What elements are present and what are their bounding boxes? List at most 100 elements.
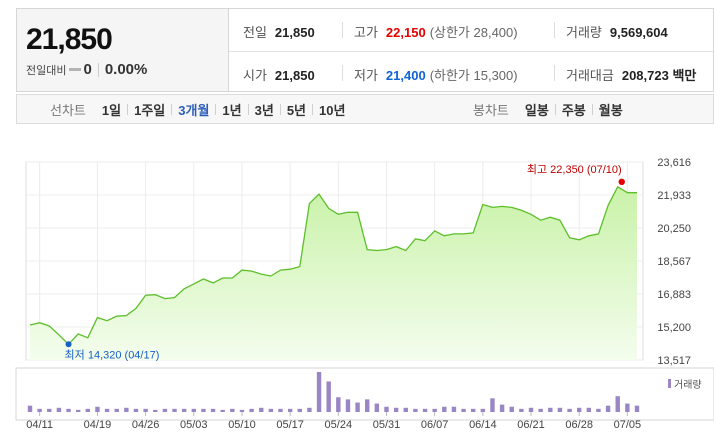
volume-bar xyxy=(201,408,206,412)
x-tick-label: 04/11 xyxy=(26,419,53,431)
divider xyxy=(554,103,556,115)
volume-legend: 거래량 xyxy=(668,376,702,391)
volume-bar xyxy=(557,407,563,412)
high-marker xyxy=(618,178,625,186)
y-tick-label: 15,200 xyxy=(657,322,691,334)
volume-bar xyxy=(345,399,351,412)
volume-bar xyxy=(576,407,582,412)
period-1w[interactable]: 1주일 xyxy=(134,102,166,118)
low-marker xyxy=(65,341,72,348)
y-axis: 23,616 21,933 20,250 18,567 16,883 15,200 13,5… xyxy=(657,157,691,367)
day-high: 고가 22,150 (상한가 28,400) xyxy=(354,22,518,41)
volume-bar xyxy=(509,406,514,412)
stock-summary: 21,850 전일대비 0 0.00% 전일 21,850 고가 22,150 (상한… xyxy=(16,8,714,92)
x-tick-label: 06/14 xyxy=(469,419,497,431)
divider xyxy=(215,103,217,115)
candle-monthly[interactable]: 월봉 xyxy=(598,102,623,118)
volume-bar xyxy=(124,407,129,412)
divider xyxy=(554,65,555,81)
volume-bar xyxy=(355,402,360,412)
volume-bar xyxy=(181,408,187,412)
volume-bar xyxy=(634,405,640,412)
divider xyxy=(342,65,343,81)
price-box: 21,850 전일대비 0 0.00% xyxy=(17,9,229,91)
volume-bar xyxy=(615,396,620,412)
volume-bar xyxy=(567,408,572,412)
candle-weekly[interactable]: 주봉 xyxy=(561,102,586,118)
candle-chart-group: 봉차트 일봉 주봉 월봉 xyxy=(473,100,629,119)
upper-limit: (상한가 28,400) xyxy=(429,25,518,40)
volume-bar xyxy=(210,408,216,412)
divider xyxy=(97,62,99,77)
volume-bar xyxy=(85,408,91,412)
current-price: 21,850 xyxy=(26,23,113,56)
candle-daily[interactable]: 일봉 xyxy=(524,102,549,118)
volume-bar xyxy=(191,408,196,412)
price-area xyxy=(30,186,637,360)
volume-bar xyxy=(104,408,110,412)
volume-bar xyxy=(499,404,505,412)
volume-bar xyxy=(287,408,293,412)
divider xyxy=(247,103,249,115)
x-axis: 04/11 04/19 04/26 05/03 05/10 05/17 05/24 05/31… xyxy=(26,412,641,431)
volume-bar xyxy=(75,409,81,412)
volume-bar xyxy=(490,398,495,412)
low-label: 저가 xyxy=(354,68,378,83)
volume-bar xyxy=(442,406,447,412)
amount-value: 208,723 백만 xyxy=(621,68,697,83)
day-low: 저가 21,400 (하한가 15,300) xyxy=(354,65,518,84)
prev-close: 전일 21,850 xyxy=(243,22,315,41)
x-tick-label: 06/07 xyxy=(421,419,449,431)
x-tick-label: 06/28 xyxy=(565,419,593,431)
volume-bar xyxy=(480,408,486,412)
volume-bar xyxy=(413,408,418,412)
prev-close-label: 전일 xyxy=(243,25,267,40)
volume-bar xyxy=(133,408,139,412)
volume-bar xyxy=(143,408,148,412)
chart-toolbar: 선차트 1일 1주일 3개월 1년 3년 5년 10년 봉차트 일봉 주봉 월봉 xyxy=(16,94,714,124)
price-line xyxy=(29,185,637,346)
period-1y[interactable]: 1년 xyxy=(222,102,242,118)
volume-value: 9,569,604 xyxy=(609,25,668,40)
divider xyxy=(312,103,314,115)
volume-bars xyxy=(27,372,640,412)
volume-bar xyxy=(586,407,592,412)
x-tick-label: 05/03 xyxy=(180,419,208,431)
volume-bar xyxy=(259,407,264,412)
candle-chart-label: 봉차트 xyxy=(473,102,509,118)
volume-bar xyxy=(66,408,71,412)
annotations: 최고 22,350 (07/10) 최저 14,320 (04/17) xyxy=(65,163,625,361)
volume-bar xyxy=(114,408,119,412)
period-5y[interactable]: 5년 xyxy=(286,102,307,118)
x-tick-label: 05/24 xyxy=(325,419,353,431)
period-3m[interactable]: 3개월 xyxy=(178,102,210,118)
line-chart-label: 선차트 xyxy=(50,102,86,118)
trade-amount: 거래대금 208,723 백만 xyxy=(566,65,696,84)
volume-bar xyxy=(471,408,476,412)
lower-limit: (하한가 15,300) xyxy=(429,68,518,83)
volume-bar xyxy=(625,403,630,412)
period-1d[interactable]: 1일 xyxy=(101,102,122,118)
high-annotation: 최고 22,350 (07/10) xyxy=(527,163,622,176)
volume-bar xyxy=(249,408,254,412)
volume-bar xyxy=(230,408,235,412)
period-3y[interactable]: 3년 xyxy=(254,102,274,118)
volume: 거래량 9,569,604 xyxy=(566,22,668,41)
x-tick-label: 07/05 xyxy=(614,419,642,431)
volume-bar xyxy=(432,408,437,412)
info-grid: 전일 21,850 고가 22,150 (상한가 28,400) 거래량 9,569,6… xyxy=(229,9,713,91)
open-label: 시가 xyxy=(243,68,267,83)
amount-label: 거래대금 xyxy=(566,68,614,83)
y-tick-label: 23,616 xyxy=(657,157,691,169)
volume-bar xyxy=(307,407,312,412)
x-tick-label: 04/19 xyxy=(84,419,112,431)
volume-bar xyxy=(422,408,428,412)
period-10y[interactable]: 10년 xyxy=(319,102,346,118)
divider xyxy=(342,22,343,38)
volume-frame xyxy=(15,367,714,421)
volume-bar xyxy=(239,409,245,412)
y-tick-label: 20,250 xyxy=(657,223,691,235)
low-value: 21,400 xyxy=(385,68,426,83)
divider xyxy=(554,22,555,38)
x-tick-label: 05/17 xyxy=(276,419,304,431)
